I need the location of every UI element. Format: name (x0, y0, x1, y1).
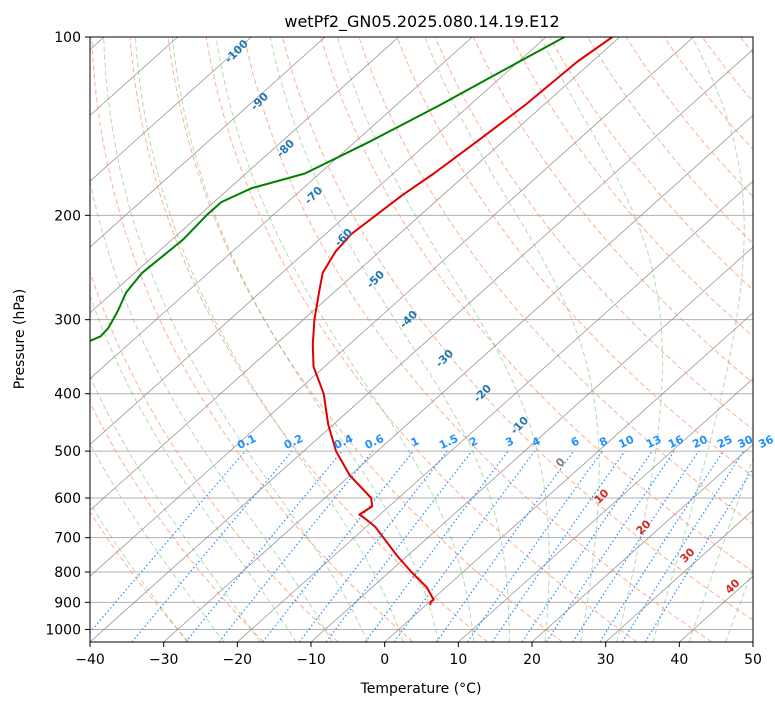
dry-adiabat-line (91, 37, 414, 642)
isotherm-line (163, 114, 753, 642)
mixing-ratio-line (521, 450, 653, 642)
moist-adiabat-line (134, 37, 404, 642)
moist-adiabat-line (539, 37, 663, 642)
isotherm-line (90, 37, 326, 248)
x-axis-title: Temperature (°C) (360, 681, 482, 697)
isotherm-line (90, 37, 620, 511)
mixing-ratio-label: 36 (756, 433, 775, 451)
mixing-ratio-line (621, 450, 745, 642)
dry-adiabat-line (167, 37, 563, 642)
moist-adiabat-line (103, 37, 369, 642)
mixing-ratio-line (599, 450, 724, 642)
chart-title: wetPf2_GN05.2025.080.14.19.E12 (284, 12, 559, 32)
temperature-profile-line (311, 37, 613, 606)
dry-adiabat-line (129, 37, 488, 642)
moist-adiabat-line (725, 568, 753, 642)
y-tick-label: 500 (54, 444, 81, 460)
moist-adiabat-line (652, 37, 745, 642)
mixing-ratio-label: 13 (644, 433, 663, 451)
moist-adiabat-line (90, 375, 261, 642)
dry-adiabat-line (434, 37, 753, 431)
moist-adiabat-line (171, 37, 439, 642)
x-tick-label: 0 (380, 652, 389, 668)
dry-adiabat-line (205, 37, 638, 642)
mixing-ratio-line (491, 450, 626, 642)
dry-adiabat-line (768, 24, 775, 642)
isotherm-line (90, 49, 753, 642)
moist-adiabat-line (269, 37, 510, 642)
plot-area (90, 37, 753, 642)
y-tick-label: 700 (54, 531, 81, 547)
isotherm-line (90, 37, 547, 446)
mixing-ratio-line (572, 450, 700, 642)
y-tick-label: 100 (54, 30, 81, 46)
x-tick-label: −10 (296, 652, 326, 668)
moist-adiabat-line (90, 177, 333, 642)
isotherm-line (90, 37, 694, 577)
y-tick-label: 1000 (45, 622, 81, 638)
mixing-ratio-line (467, 450, 603, 642)
x-tick-label: −30 (149, 652, 179, 668)
y-axis-title: Pressure (hPa) (12, 289, 28, 389)
moist-adiabat-line (337, 37, 550, 642)
moist-adiabat-line (90, 293, 297, 642)
x-tick-label: −40 (75, 652, 105, 668)
mixing-ratio-label: 10 (617, 433, 637, 451)
isotherm-line (384, 312, 753, 642)
dry-adiabat-line (320, 37, 753, 573)
y-tick-label: 800 (54, 565, 81, 581)
dry-adiabat-line (510, 37, 753, 338)
moist-adiabat-line (90, 502, 188, 642)
dewpoint-profile-line (90, 37, 565, 342)
y-tick-label: 600 (54, 491, 81, 507)
mixing-ratio-line (364, 450, 509, 642)
mixing-ratio-line (131, 450, 293, 642)
x-tick-label: 40 (670, 652, 688, 668)
mixing-ratio-label: 16 (666, 433, 686, 451)
dry-adiabat-line (281, 37, 753, 621)
isotherm-line (752, 641, 753, 642)
isotherm-line (90, 37, 399, 314)
y-tick-label: 400 (54, 387, 81, 403)
dry-adiabat-line (243, 37, 712, 642)
plot-frame (89, 36, 754, 643)
x-tick-label: 20 (523, 652, 541, 668)
mixing-ratio-line (393, 450, 536, 642)
mixing-ratio-label: 30 (736, 433, 756, 451)
y-tick-label: 300 (54, 313, 81, 329)
y-tick-label: 200 (54, 208, 81, 224)
mixing-ratio-line (435, 450, 575, 642)
moist-adiabat-line (90, 442, 225, 642)
isotherm-line (90, 37, 473, 380)
mixing-ratio-line (325, 450, 473, 642)
isotherm-line (531, 443, 753, 642)
isotherm-line (458, 378, 753, 642)
mixing-ratio-line (218, 450, 374, 642)
x-tick-label: 10 (449, 652, 467, 668)
mixing-ratio-label: 25 (715, 433, 734, 451)
background-lines (90, 24, 775, 642)
mixing-ratio-line (185, 450, 343, 642)
mixing-ratio-label: 20 (690, 433, 710, 451)
x-tick-label: 30 (597, 652, 615, 668)
moist-adiabat-line (688, 456, 753, 642)
dry-adiabat-line (90, 401, 264, 642)
isotherm-line (605, 509, 753, 642)
dry-adiabat-line (358, 37, 753, 525)
moist-adiabat-line (215, 37, 475, 642)
isotherm-line (90, 37, 252, 182)
mixing-ratio-line (545, 450, 675, 642)
isotherm-line (237, 180, 753, 642)
y-tick-label: 900 (54, 595, 81, 611)
x-tick-label: 50 (744, 652, 762, 668)
sounding-profiles (90, 37, 613, 606)
x-tick-label: −20 (223, 652, 253, 668)
axes: −40 −30 −20 −10 0 10 20 30 40 50 100 200 300 400 500 60… (45, 30, 762, 668)
